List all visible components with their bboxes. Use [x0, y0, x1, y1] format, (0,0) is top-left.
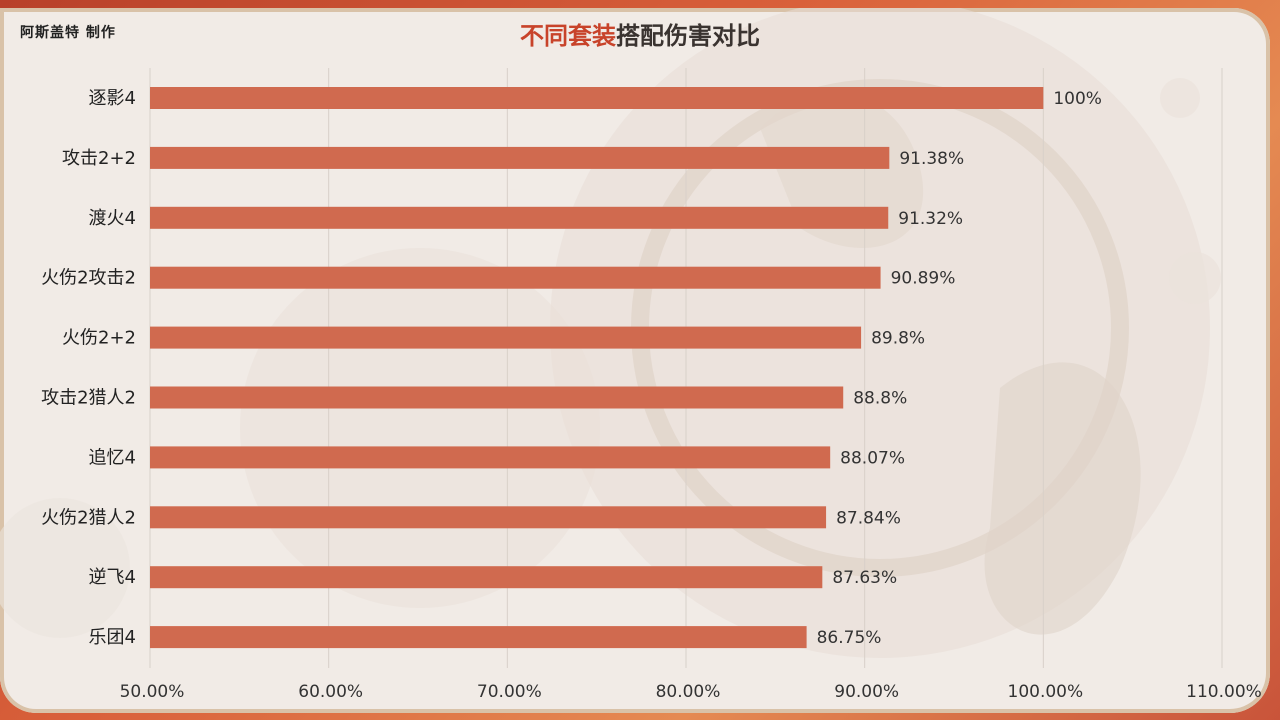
- bar: [150, 146, 890, 169]
- data-label: 86.75%: [817, 628, 882, 648]
- category-label: 逆飞4: [89, 567, 136, 588]
- x-tick-label: 100.00%: [1008, 682, 1084, 702]
- data-label: 91.32%: [898, 209, 963, 229]
- category-label: 攻击2猎人2: [41, 388, 136, 409]
- x-tick-label: 90.00%: [834, 682, 899, 702]
- title-rest: 搭配伤害对比: [616, 22, 760, 50]
- title-highlight: 不同套装: [520, 22, 616, 50]
- x-tick-label: 80.00%: [656, 682, 721, 702]
- data-label: 87.63%: [832, 568, 897, 588]
- data-label: 91.38%: [899, 149, 964, 169]
- category-label: 火伤2攻击2: [41, 268, 136, 289]
- bar: [150, 566, 823, 589]
- bar: [150, 206, 889, 229]
- category-label: 攻击2+2: [62, 148, 136, 169]
- data-label: 87.84%: [836, 508, 901, 528]
- bar: [150, 386, 844, 409]
- category-label: 渡火4: [89, 208, 136, 229]
- x-tick-label: 50.00%: [120, 682, 185, 702]
- x-tick-label: 110.00%: [1186, 682, 1262, 702]
- data-label: 88.8%: [853, 389, 907, 409]
- x-tick-label: 60.00%: [298, 682, 363, 702]
- data-label: 88.07%: [840, 448, 905, 468]
- bar: [150, 446, 831, 469]
- data-label: 90.89%: [891, 269, 956, 289]
- credit-label: 阿斯盖特 制作: [20, 25, 116, 41]
- data-label: 100%: [1053, 89, 1102, 109]
- category-label: 火伤2猎人2: [41, 507, 136, 528]
- x-tick-label: 70.00%: [477, 682, 542, 702]
- bar: [150, 266, 881, 289]
- bar: [150, 326, 862, 349]
- category-label: 火伤2+2: [62, 328, 136, 349]
- category-label: 乐团4: [89, 627, 136, 648]
- category-label: 逐影4: [89, 88, 136, 109]
- category-label: 追忆4: [89, 447, 136, 468]
- data-label: 89.8%: [871, 329, 925, 349]
- bar: [150, 87, 1044, 109]
- bar: [150, 626, 807, 649]
- bar: [150, 506, 827, 529]
- chart-title: 不同套装搭配伤害对比: [0, 16, 1280, 51]
